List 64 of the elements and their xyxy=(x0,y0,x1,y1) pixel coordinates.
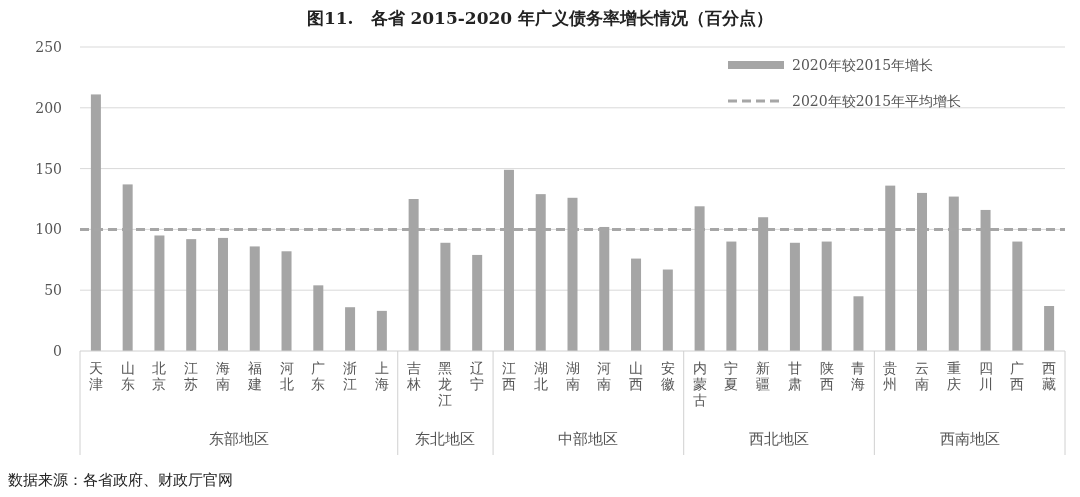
x-tick-label: 广东 xyxy=(311,360,326,392)
text: 西北地区 xyxy=(749,430,810,448)
y-tick-label: 250 xyxy=(35,39,62,55)
x-tick-label: 宁夏 xyxy=(724,360,739,392)
x-tick-label: 安徽 xyxy=(660,360,675,392)
x-tick-label: 西藏 xyxy=(1042,360,1057,392)
chart-title: 图11. 各省 2015-2020 年广义债务率增长情况（百分点） xyxy=(306,8,774,28)
bar xyxy=(1012,241,1023,351)
x-tick-label: 北京 xyxy=(152,360,167,392)
x-tick-label: 吉林 xyxy=(405,360,421,392)
bar xyxy=(281,251,292,351)
x-tick-label: 黑龙江 xyxy=(438,360,453,408)
x-tick-label: 山西 xyxy=(629,360,644,392)
x-tick-label: 河南 xyxy=(597,360,612,392)
legend-label: 2020年较2015年平均增长 xyxy=(792,93,962,109)
y-tick-label: 150 xyxy=(35,160,62,177)
bar xyxy=(186,239,197,351)
x-tick-label: 江苏 xyxy=(184,360,199,392)
y-tick-label: 100 xyxy=(35,221,62,238)
y-tick-label: 200 xyxy=(35,99,62,116)
x-tick-label: 辽宁 xyxy=(470,360,485,392)
x-tick-label: 重庆 xyxy=(946,360,961,392)
x-tick-label: 天津 xyxy=(88,360,103,392)
x-tick-label: 上海 xyxy=(374,360,389,392)
source-note: 数据来源：各省政府、财政厅官网 xyxy=(8,471,233,489)
bar xyxy=(789,242,800,351)
x-tick-label: 四川 xyxy=(978,360,993,392)
x-tick-label: 浙江 xyxy=(343,360,358,392)
x-tick-label: 河北 xyxy=(279,360,294,392)
x-tick-label: 福建 xyxy=(246,360,262,392)
legend-label: 2020年较2015年增长 xyxy=(792,57,934,73)
bar xyxy=(853,296,864,351)
bar xyxy=(345,307,356,351)
x-tick-label: 新疆 xyxy=(756,360,771,392)
text: 东北地区 xyxy=(415,430,476,448)
x-tick-label: 甘肃 xyxy=(787,360,802,392)
y-tick-label: 50 xyxy=(44,282,62,299)
x-tick-label: 内蒙古 xyxy=(692,360,707,408)
text: 中部地区 xyxy=(558,430,619,448)
bar xyxy=(631,258,642,351)
x-tick-label: 陕西 xyxy=(819,360,834,392)
bar xyxy=(1044,306,1055,351)
bar xyxy=(726,241,737,351)
x-tick-label: 湖南 xyxy=(565,360,580,392)
x-tick-label: 云南 xyxy=(915,360,930,392)
text: 东部地区 xyxy=(208,430,269,448)
bar xyxy=(662,269,673,351)
x-tick-label: 青海 xyxy=(851,360,866,392)
bar xyxy=(249,246,260,351)
y-tick-label: 0 xyxy=(53,343,62,359)
bar xyxy=(821,241,832,351)
x-tick-label: 广西 xyxy=(1010,360,1025,392)
bar xyxy=(313,285,324,351)
bar xyxy=(217,237,228,351)
x-tick-label: 海南 xyxy=(215,360,230,392)
x-tick-label: 贵州 xyxy=(883,360,898,392)
bar xyxy=(154,235,165,351)
x-tick-label: 湖北 xyxy=(533,360,548,392)
bar xyxy=(472,254,483,351)
x-tick-label: 山东 xyxy=(120,360,135,392)
text: 西南地区 xyxy=(939,430,1000,448)
bar xyxy=(440,242,451,351)
x-tick-label: 江西 xyxy=(501,360,516,392)
bar xyxy=(376,310,387,351)
